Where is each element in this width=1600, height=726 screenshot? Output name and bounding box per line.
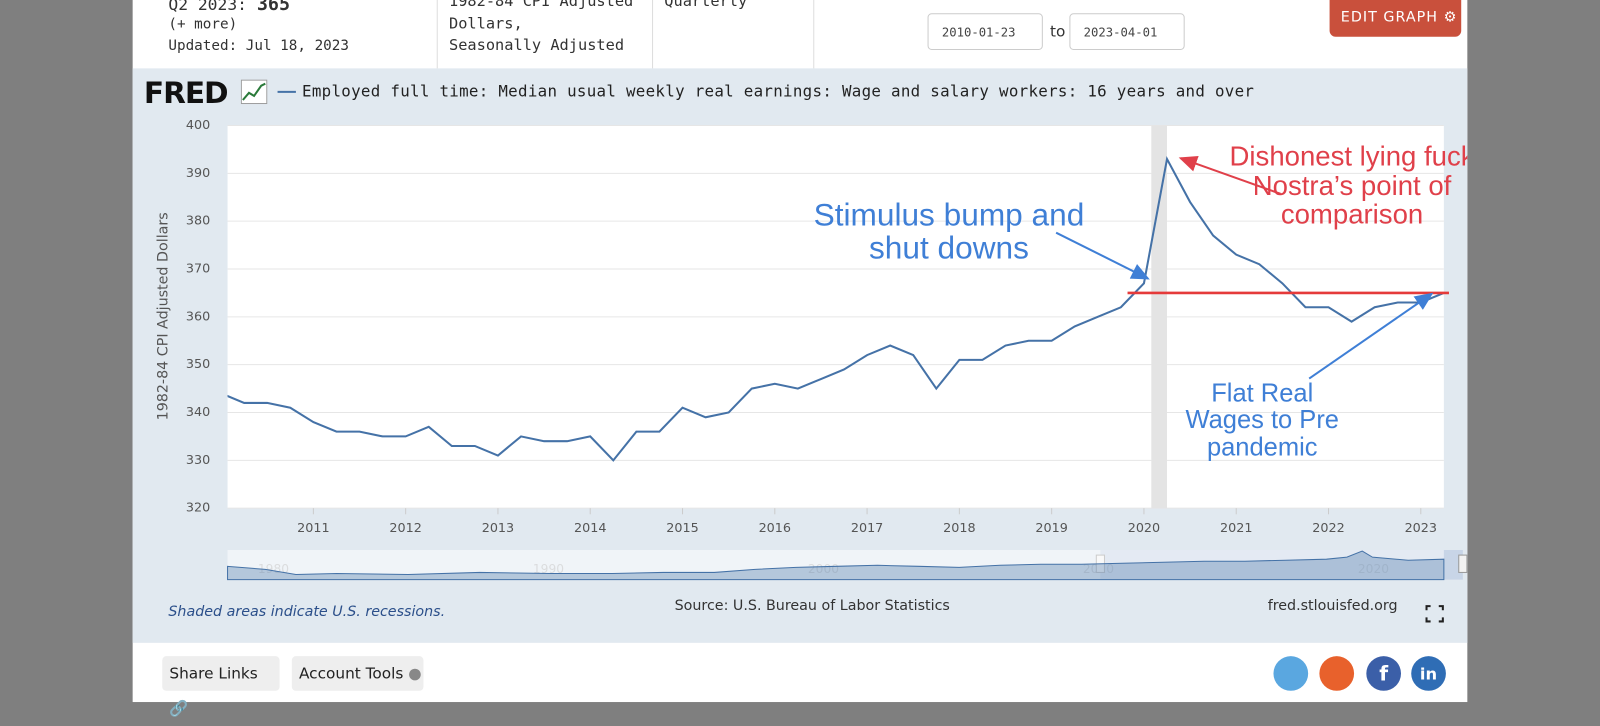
navigator-series <box>227 550 1445 581</box>
arrow <box>1178 155 1281 195</box>
y-tick-label: 360 <box>186 309 210 324</box>
arrow <box>1055 231 1150 280</box>
latest-value: 365 <box>256 0 291 16</box>
account-tools-button[interactable]: Account Tools ● <box>291 656 424 691</box>
annotation: Wages to Pre <box>1185 406 1339 434</box>
x-tick-label: 2014 <box>574 521 606 536</box>
y-tick-label: 350 <box>186 357 210 372</box>
annotation: comparison <box>1281 199 1423 230</box>
latest-observation: Q2 2023: 365 <box>168 0 290 15</box>
fullscreen-icon[interactable] <box>1425 605 1444 623</box>
fred-logo: FRED <box>143 75 229 111</box>
divider <box>813 0 815 69</box>
recession-band <box>1151 125 1168 509</box>
annotation: shut downs <box>869 229 1029 265</box>
social-icons: f in <box>1273 656 1446 691</box>
y-tick-label: 340 <box>186 405 210 420</box>
y-tick-label: 380 <box>186 214 210 229</box>
x-tick-label: 2015 <box>666 521 698 536</box>
latest-label: Q2 2023: <box>168 0 248 15</box>
edit-graph-label: EDIT GRAPH <box>1340 9 1439 26</box>
x-tick-label: 2021 <box>1220 521 1252 536</box>
date-to[interactable]: 2023-04-01 <box>1069 13 1185 50</box>
source: Source: U.S. Bureau of Labor Statistics <box>675 598 950 614</box>
share-links-button[interactable]: Share Links 🔗 <box>162 656 280 717</box>
units-1: 1982-84 CPI Adjusted <box>448 0 634 11</box>
x-tick-label: 2022 <box>1312 521 1344 536</box>
series-line <box>227 155 1444 462</box>
annotation: Dishonest lying fuck <box>1230 140 1468 171</box>
x-tick-label: 2017 <box>851 521 883 536</box>
units-3: Seasonally Adjusted <box>448 35 625 55</box>
x-tick-label: 2023 <box>1405 521 1437 536</box>
more-link[interactable]: (+ more) <box>168 16 238 33</box>
page: Q2 2023: 365 (+ more) Updated: Jul 18, 2… <box>132 0 1468 717</box>
y-axis-label: 1982-84 CPI Adjusted Dollars <box>155 212 171 420</box>
chart: 1982-84 CPI Adjusted Dollars 320 330 340 35… <box>155 81 1468 623</box>
units-2: Dollars, <box>448 14 523 33</box>
x-tick-label: 2012 <box>389 521 421 536</box>
annotation: Stimulus bump and <box>814 197 1085 233</box>
y-tick-label: 320 <box>186 501 210 516</box>
reddit-icon[interactable] <box>1319 656 1355 691</box>
site[interactable]: fred.stlouisfed.org <box>1268 598 1398 614</box>
x-tick-label: 2011 <box>297 521 329 536</box>
annotation: Nostra’s point of <box>1253 170 1452 201</box>
navigator-handle <box>1458 554 1468 573</box>
legend-label: Employed full time: Median usual weekly … <box>302 81 1254 100</box>
y-tick-label: 400 <box>186 118 210 133</box>
frequency: Quarterly <box>664 0 748 11</box>
twitter-icon[interactable] <box>1273 656 1309 691</box>
x-tick-label: 2016 <box>759 521 791 536</box>
logo-icon <box>240 79 268 105</box>
annotation: Flat Real <box>1211 380 1313 408</box>
annotation: pandemic <box>1207 434 1318 462</box>
x-tick-label: 2013 <box>482 521 514 536</box>
gear-icon: ⚙ <box>1443 9 1458 26</box>
edit-graph-button[interactable]: EDIT GRAPH ⚙ <box>1329 0 1462 37</box>
account-tools-label: Account Tools <box>298 664 404 683</box>
share-links-label: Share Links <box>169 664 258 683</box>
x-tick-label: 2020 <box>1128 521 1160 536</box>
linkedin-icon[interactable] <box>1411 656 1446 691</box>
x-tick-label: 2018 <box>943 521 975 536</box>
y-tick-label: 390 <box>186 166 210 181</box>
y-tick-label: 370 <box>186 262 210 277</box>
facebook-glyph: f <box>1379 662 1389 686</box>
facebook-icon[interactable] <box>1366 656 1402 691</box>
linkedin-glyph: in <box>1420 665 1437 684</box>
divider <box>436 0 438 69</box>
user-icon: ● <box>408 664 422 683</box>
updated: Updated: Jul 18, 2023 <box>168 37 349 55</box>
x-tick-label: 2019 <box>1035 521 1067 536</box>
navigator-bg <box>227 549 1444 580</box>
y-tick-label: 330 <box>186 453 210 468</box>
divider <box>652 0 654 69</box>
legend: Employed full time: Median usual weekly … <box>277 81 1254 100</box>
recession-note: Shaded areas indicate U.S. recessions. <box>168 604 445 620</box>
arrow <box>1308 292 1434 380</box>
date-from[interactable]: 2010-01-23 <box>927 13 1043 50</box>
date-to-label: to <box>1049 22 1066 41</box>
